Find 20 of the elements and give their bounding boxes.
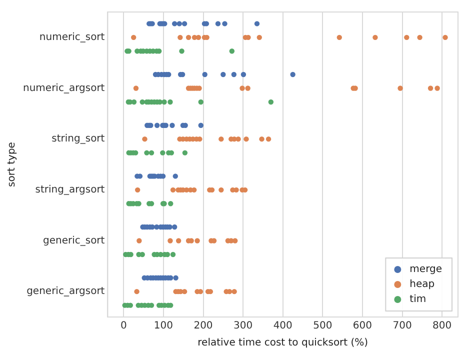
y-tick-label: numeric_sort	[39, 32, 105, 44]
legend-label: heap	[410, 279, 435, 290]
y-tick-label: generic_argsort	[26, 286, 105, 298]
legend-label: tim	[410, 294, 426, 306]
x-tick-label: 0	[120, 320, 127, 332]
x-tick-label: 600	[352, 320, 372, 332]
x-tick-label: 300	[234, 320, 253, 332]
x-tick-label: 400	[273, 320, 292, 332]
legend-label: merge	[410, 264, 442, 276]
x-tick-label: 800	[432, 320, 452, 332]
x-tick-label: 100	[154, 320, 173, 332]
x-tick-label: 500	[313, 320, 332, 332]
x-tick-label: 200	[194, 320, 213, 332]
y-tick-label: numeric_argsort	[22, 82, 105, 94]
y-axis-title: sort type	[6, 142, 18, 187]
y-tick-label: generic_sort	[42, 235, 105, 246]
y-tick-label: string_sort	[52, 134, 105, 145]
x-axis-title: relative time cost to quicksort (%)	[198, 338, 368, 349]
x-tick-label: 700	[392, 320, 412, 332]
y-tick-label: string_argsort	[35, 184, 105, 196]
